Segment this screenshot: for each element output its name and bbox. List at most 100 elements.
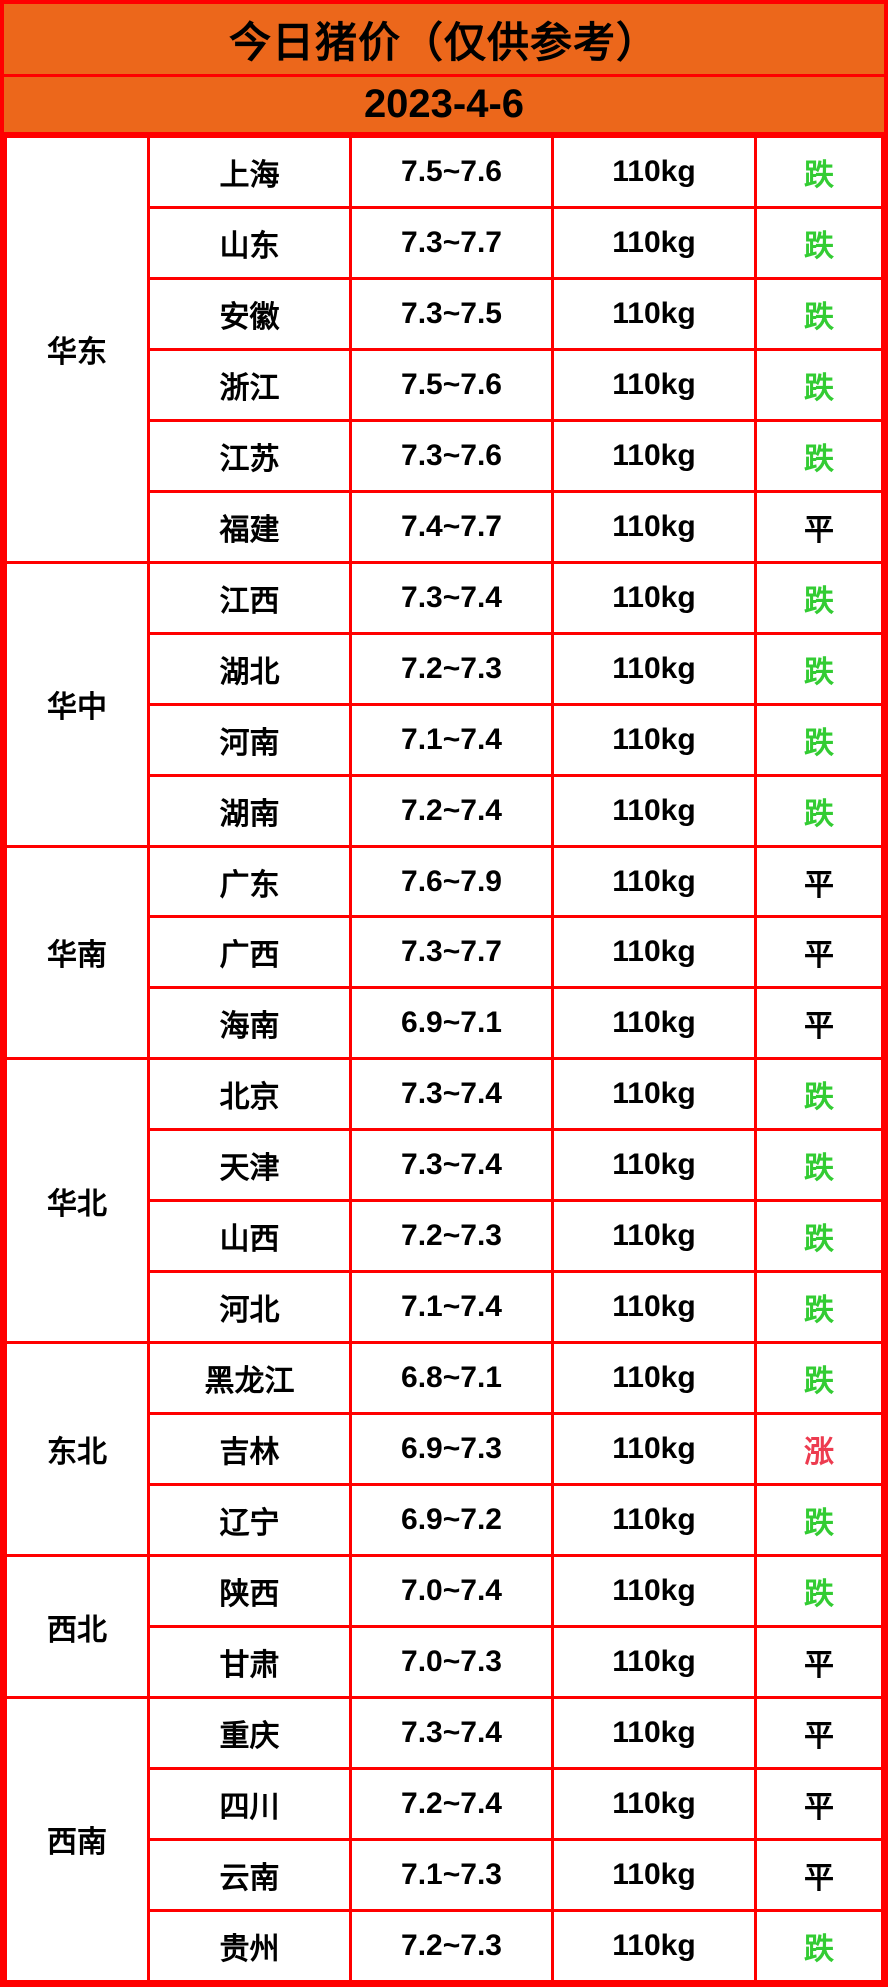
weight-cell: 110kg: [551, 418, 757, 493]
weight-cell: 110kg: [551, 1483, 757, 1558]
province-cell: 广西: [147, 915, 352, 990]
province-cell: 广东: [147, 844, 352, 919]
price-cell: 7.1~7.4: [349, 702, 554, 777]
page-title: 今日猪价（仅供参考）: [4, 4, 884, 77]
price-cell: 7.3~7.4: [349, 1057, 554, 1132]
price-cell: 7.2~7.4: [349, 773, 554, 848]
province-cell: 四川: [147, 1766, 352, 1841]
table-row: 浙江 7.5~7.6 110kg 跌: [6, 347, 884, 422]
trend-cell: 跌: [754, 1199, 884, 1274]
price-cell: 7.3~7.4: [349, 1128, 554, 1203]
price-cell: 7.3~7.7: [349, 915, 554, 990]
table-row: 华北 北京 7.3~7.4 110kg 跌: [4, 1057, 884, 1345]
weight-cell: 110kg: [551, 1695, 757, 1770]
price-cell: 7.1~7.3: [349, 1837, 554, 1912]
table-row: 东北 黑龙江 6.8~7.1 110kg 跌: [4, 1341, 884, 1558]
weight-cell: 110kg: [551, 276, 757, 351]
province-cell: 湖南: [147, 773, 352, 848]
province-cell: 天津: [147, 1128, 352, 1203]
trend-cell: 跌: [754, 276, 884, 351]
province-cell: 上海: [147, 135, 352, 209]
weight-cell: 110kg: [551, 205, 757, 280]
province-cell: 甘肃: [147, 1625, 352, 1699]
province-cell: 福建: [147, 489, 352, 564]
table-row: 山西 7.2~7.3 110kg 跌: [6, 1199, 884, 1274]
table-row: 安徽 7.3~7.5 110kg 跌: [6, 276, 884, 351]
trend-cell: 平: [754, 1766, 884, 1841]
trend-cell: 平: [754, 1837, 884, 1912]
table-row: 河南 7.1~7.4 110kg 跌: [6, 702, 884, 777]
province-cell: 山东: [147, 205, 352, 280]
weight-cell: 110kg: [551, 1057, 757, 1132]
table-row: 甘肃 7.0~7.3 110kg 平: [6, 1625, 884, 1699]
region-cell: 华中: [4, 560, 150, 848]
province-cell: 江西: [147, 560, 352, 635]
trend-cell: 跌: [754, 135, 884, 209]
weight-cell: 110kg: [551, 1341, 757, 1416]
table-row: 福建 7.4~7.7 110kg 平: [6, 489, 884, 564]
province-cell: 陕西: [147, 1554, 352, 1629]
trend-cell: 涨: [754, 1412, 884, 1487]
price-cell: 7.5~7.6: [349, 135, 554, 209]
price-table-body: 华东 上海 7.5~7.6 110kg 跌山东 7.3~7.7 110kg 跌安徽 7.3~7.…: [4, 135, 884, 1984]
weight-cell: 110kg: [551, 631, 757, 706]
weight-cell: 110kg: [551, 347, 757, 422]
price-cell: 6.8~7.1: [349, 1341, 554, 1416]
table-row: 云南 7.1~7.3 110kg 平: [6, 1837, 884, 1912]
weight-cell: 110kg: [551, 773, 757, 848]
weight-cell: 110kg: [551, 844, 757, 919]
table-row: 湖北 7.2~7.3 110kg 跌: [6, 631, 884, 706]
price-cell: 7.0~7.3: [349, 1625, 554, 1699]
weight-cell: 110kg: [551, 702, 757, 777]
region-cell: 西南: [4, 1695, 150, 1984]
weight-cell: 110kg: [551, 1412, 757, 1487]
region-cell: 华东: [4, 135, 150, 564]
province-cell: 北京: [147, 1057, 352, 1132]
province-cell: 江苏: [147, 418, 352, 493]
table-row: 西南 重庆 7.3~7.4 110kg 平: [4, 1695, 884, 1984]
price-cell: 7.3~7.7: [349, 205, 554, 280]
price-cell: 7.3~7.5: [349, 276, 554, 351]
price-cell: 7.1~7.4: [349, 1270, 554, 1345]
trend-cell: 平: [754, 1695, 884, 1770]
table-row: 河北 7.1~7.4 110kg 跌: [6, 1270, 884, 1345]
trend-cell: 跌: [754, 418, 884, 493]
trend-cell: 跌: [754, 1554, 884, 1629]
table-row: 海南 6.9~7.1 110kg 平: [6, 986, 884, 1061]
trend-cell: 跌: [754, 702, 884, 777]
price-cell: 7.4~7.7: [349, 489, 554, 564]
trend-cell: 跌: [754, 347, 884, 422]
weight-cell: 110kg: [551, 1766, 757, 1841]
table-row: 湖南 7.2~7.4 110kg 跌: [6, 773, 884, 848]
table-row: 江苏 7.3~7.6 110kg 跌: [6, 418, 884, 493]
province-cell: 吉林: [147, 1412, 352, 1487]
province-cell: 海南: [147, 986, 352, 1061]
table-row: 天津 7.3~7.4 110kg 跌: [6, 1128, 884, 1203]
price-cell: 7.0~7.4: [349, 1554, 554, 1629]
province-cell: 浙江: [147, 347, 352, 422]
price-cell: 6.9~7.3: [349, 1412, 554, 1487]
weight-cell: 110kg: [551, 489, 757, 564]
price-cell: 7.3~7.4: [349, 560, 554, 635]
region-cell: 西北: [4, 1554, 150, 1699]
weight-cell: 110kg: [551, 1837, 757, 1912]
trend-cell: 跌: [754, 1908, 884, 1984]
weight-cell: 110kg: [551, 1128, 757, 1203]
weight-cell: 110kg: [551, 135, 757, 209]
province-cell: 河南: [147, 702, 352, 777]
weight-cell: 110kg: [551, 1908, 757, 1984]
trend-cell: 跌: [754, 1483, 884, 1558]
table-row: 贵州 7.2~7.3 110kg 跌: [6, 1908, 884, 1984]
trend-cell: 跌: [754, 1270, 884, 1345]
price-cell: 7.3~7.6: [349, 418, 554, 493]
trend-cell: 跌: [754, 560, 884, 635]
price-cell: 7.5~7.6: [349, 347, 554, 422]
table-row: 吉林 6.9~7.3 110kg 涨: [6, 1412, 884, 1487]
province-cell: 辽宁: [147, 1483, 352, 1558]
trend-cell: 平: [754, 915, 884, 990]
trend-cell: 跌: [754, 205, 884, 280]
table-row: 辽宁 6.9~7.2 110kg 跌: [6, 1483, 884, 1558]
trend-cell: 平: [754, 986, 884, 1061]
trend-cell: 跌: [754, 773, 884, 848]
